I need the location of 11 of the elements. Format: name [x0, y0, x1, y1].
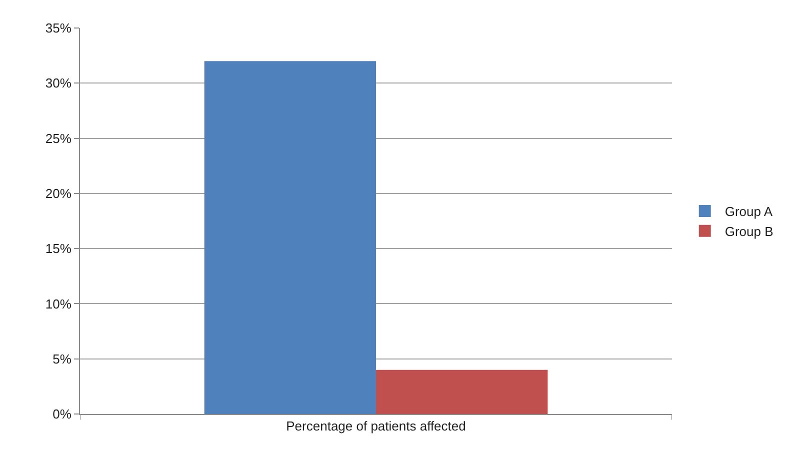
x-tick-label: Percentage of patients affected: [286, 418, 466, 434]
legend-label: Group A: [724, 204, 773, 220]
y-tick-label: 15%: [45, 241, 72, 256]
y-tick-label: 10%: [45, 296, 72, 312]
y-tick-label: 20%: [45, 186, 72, 201]
y-tick-label: 0%: [52, 406, 72, 422]
y-tick-label: 5%: [52, 351, 72, 366]
y-tick-label: 30%: [45, 76, 72, 91]
y-tick-label: 35%: [45, 20, 72, 36]
y-tick-label: 25%: [45, 130, 72, 146]
legend-label: Group B: [724, 224, 774, 239]
